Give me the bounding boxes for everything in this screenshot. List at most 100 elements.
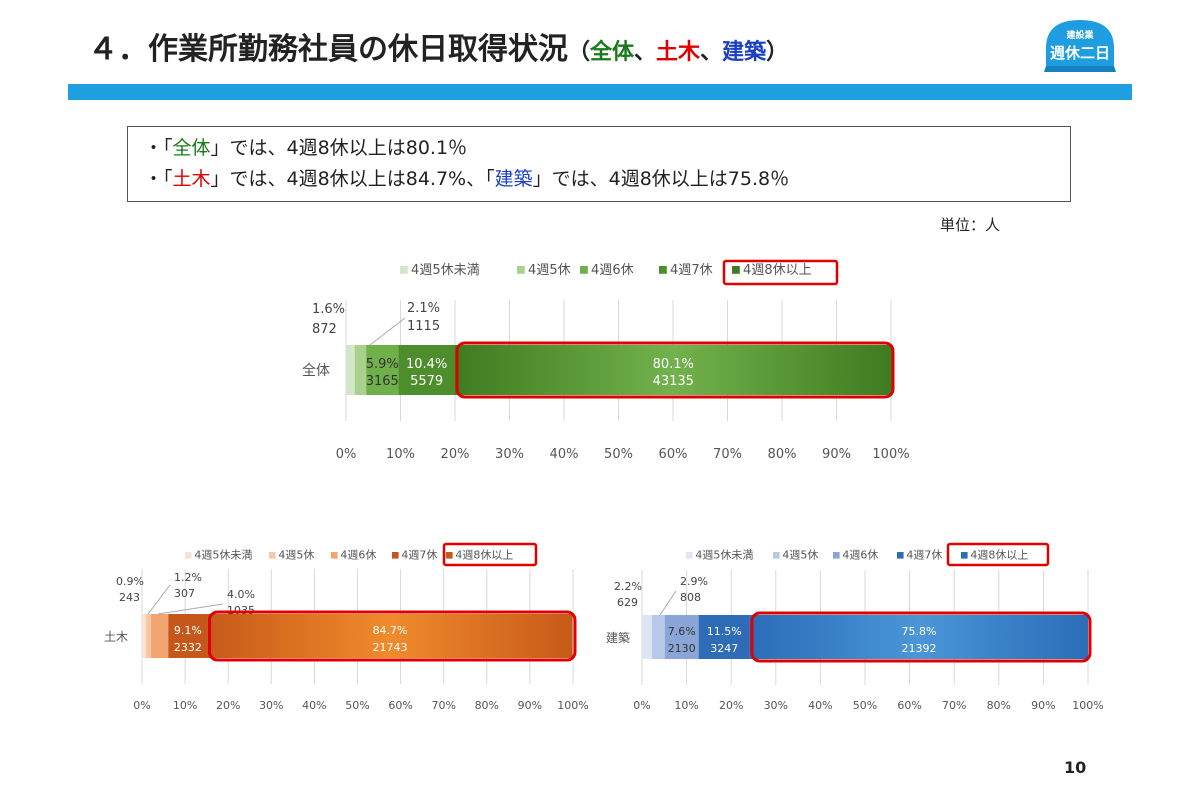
data-label-percent: 2.1% [407, 301, 440, 316]
x-tick-label: 40% [808, 699, 832, 712]
legend-item: 4週6休 [340, 549, 376, 562]
bar-segment [366, 345, 399, 395]
legend-swatch [659, 266, 667, 274]
unit-label: 単位：人 [940, 216, 1001, 234]
bar-segment [664, 615, 699, 659]
x-tick-label: 100% [557, 699, 588, 712]
leader-line [369, 317, 406, 346]
bar-segment [354, 345, 367, 395]
x-tick-label: 20% [441, 447, 470, 462]
legend-swatch [833, 552, 840, 559]
data-label-percent: 84.7% [373, 624, 408, 637]
bar-segment [207, 614, 573, 658]
data-label-count: 1115 [407, 319, 440, 334]
title-sep: 、 [634, 40, 657, 65]
x-tick-label: 80% [475, 699, 499, 712]
logo-icon: 建設業 週休二日 [1044, 20, 1116, 72]
legend-swatch [400, 266, 408, 274]
x-tick-label: 30% [495, 447, 524, 462]
leader-line [147, 584, 171, 615]
highlight-box [750, 611, 1092, 663]
bar-segment [346, 345, 355, 395]
data-label-count: 5579 [410, 374, 443, 389]
data-label-percent: 11.5% [707, 625, 742, 638]
data-label-count: 629 [617, 596, 638, 609]
legend-item: 4週6休 [591, 263, 634, 278]
page-title: ４．作業所勤務社員の休日取得状況（全体、土木、建築） [88, 24, 788, 68]
x-tick-label: 50% [604, 447, 633, 462]
x-tick-label: 50% [345, 699, 369, 712]
data-label-count: 3165 [366, 374, 399, 389]
x-tick-label: 30% [259, 699, 283, 712]
x-tick-label: 0% [336, 447, 357, 462]
summary-line-1: ・「全体」では、4週8休以上は80.1％ [144, 137, 468, 159]
data-label-percent: 0.9% [116, 575, 144, 588]
data-label-percent: 4.0% [227, 588, 255, 601]
legend-highlight-box [442, 542, 538, 567]
x-tick-label: 90% [1031, 699, 1055, 712]
x-tick-label: 60% [388, 699, 412, 712]
header-rule [68, 84, 1132, 100]
chart-2: 0% 10% 20% 30% 40% 50% 60% 70% 80% 90% 100% 4週5休未満 4… [606, 542, 1104, 712]
data-label-count: 243 [119, 591, 140, 604]
x-tick-label: 0% [133, 699, 150, 712]
data-label-percent: 9.1% [174, 624, 202, 637]
x-tick-label: 80% [768, 447, 797, 462]
data-label-percent: 7.6% [668, 625, 696, 638]
title-all: 全体 [590, 40, 635, 65]
data-label-count: 43135 [653, 374, 694, 389]
leader-line [659, 590, 677, 616]
x-tick-label: 20% [216, 699, 240, 712]
legend-highlight-box [722, 259, 839, 286]
legend-swatch [517, 266, 525, 274]
title-civil: 土木 [656, 40, 701, 65]
x-tick-label: 40% [302, 699, 326, 712]
data-label-count: 2130 [668, 642, 696, 655]
x-tick-label: 70% [713, 447, 742, 462]
legend-item: 4週7休 [906, 549, 942, 562]
legend-item: 4週5休 [278, 549, 314, 562]
title-main: ４．作業所勤務社員の休日取得状況 [88, 32, 568, 67]
x-tick-label: 90% [518, 699, 542, 712]
title-sub: （全体、土木、建築） [568, 40, 788, 65]
bar-segment [642, 615, 652, 659]
x-tick-label: 70% [942, 699, 966, 712]
x-tick-label: 90% [822, 447, 851, 462]
data-label-count: 307 [174, 587, 195, 600]
bar-segment [142, 614, 146, 658]
data-label-percent: 5.9% [366, 357, 399, 372]
x-tick-label: 70% [431, 699, 455, 712]
title-paren-close: ） [766, 40, 789, 65]
page-number: 10 [1064, 758, 1087, 777]
data-label-count: 21743 [373, 641, 408, 654]
summary-line-2: ・「土木」では、4週8休以上は84.7%、「建築」では、4週8休以上は75.8％ [144, 168, 790, 190]
logo-top-text: 建設業 [1066, 29, 1094, 41]
data-label-count: 872 [312, 322, 337, 337]
x-tick-label: 30% [764, 699, 788, 712]
legend-item: 4週5休未満 [411, 263, 480, 278]
legend-item: 4週7休 [670, 263, 713, 278]
highlight-box [455, 341, 895, 399]
x-tick-label: 20% [719, 699, 743, 712]
x-tick-label: 60% [659, 447, 688, 462]
bar-segment [749, 615, 1088, 659]
data-label-percent: 1.6% [312, 302, 345, 317]
bar-segment [398, 345, 455, 395]
x-tick-label: 10% [173, 699, 197, 712]
bar-segment [151, 614, 169, 658]
legend-swatch [961, 552, 968, 559]
legend-item: 4週8休以上 [455, 549, 513, 562]
x-tick-label: 100% [1072, 699, 1103, 712]
legend-item: 4週5休未満 [695, 549, 753, 562]
legend-swatch [686, 552, 693, 559]
x-tick-label: 50% [853, 699, 877, 712]
legend-swatch [580, 266, 588, 274]
bar-segment [168, 614, 208, 658]
title-paren-open: （ [568, 40, 591, 65]
bar-segment [145, 614, 152, 658]
legend-item: 4週7休 [401, 549, 437, 562]
legend-highlight-box [946, 542, 1050, 567]
legend-item: 4週8休以上 [970, 549, 1028, 562]
x-tick-label: 0% [633, 699, 650, 712]
data-label-percent: 80.1% [653, 357, 694, 372]
